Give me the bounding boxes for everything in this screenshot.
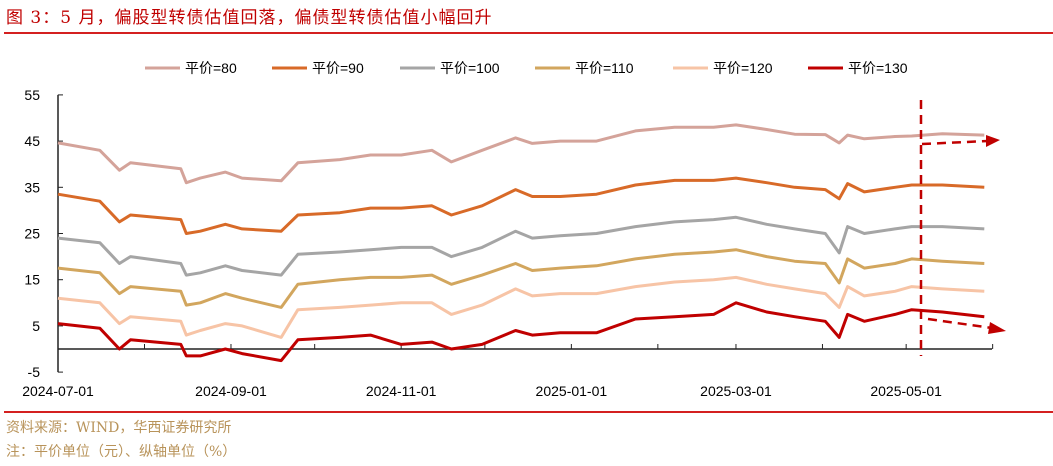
arrowhead-lower-icon [988, 322, 1006, 334]
legend-label-5: 平价=130 [848, 60, 908, 76]
figure-title: 图 3：5 月，偏股型转债估值回落，偏债型转债估值小幅回升 [6, 8, 493, 28]
series-line-3 [57, 248, 985, 309]
series-line-1 [57, 176, 985, 235]
x-tick-label: 2024-11-01 [366, 383, 437, 399]
y-tick-label: 45 [24, 133, 40, 149]
unit-note: 注：平价单位（元）、纵轴单位（%） [6, 444, 237, 460]
source-note: 资料来源：WIND，华西证券研究所 [6, 420, 232, 436]
legend-label-4: 平价=120 [713, 60, 773, 76]
y-tick-label: 15 [24, 272, 40, 288]
x-tick-label: 2025-01-01 [536, 383, 608, 399]
y-tick-label: 55 [24, 87, 40, 103]
arrowhead-upper-icon [986, 135, 1000, 147]
annotation-arrow-lower [927, 317, 993, 330]
series-line-2 [57, 215, 985, 277]
annotation-arrow-upper [921, 139, 989, 146]
x-tick-label: 2025-05-01 [870, 383, 942, 399]
x-tick-label: 2024-07-01 [22, 383, 94, 399]
title-rule [4, 32, 1053, 34]
series-line-5 [57, 301, 985, 363]
series-line-0 [57, 123, 985, 185]
x-tick-label: 2025-03-01 [700, 383, 772, 399]
x-tick-label: 2024-09-01 [195, 383, 267, 399]
legend-label-0: 平价=80 [185, 60, 237, 76]
series-line-4 [57, 275, 985, 339]
legend-label-2: 平价=100 [440, 60, 500, 76]
footer-rule [4, 411, 1053, 413]
legend-label-3: 平价=110 [575, 60, 634, 76]
y-tick-label: 35 [24, 179, 40, 195]
y-tick-label: 25 [24, 226, 40, 242]
y-tick-label: -5 [28, 364, 41, 380]
legend-label-1: 平价=90 [312, 60, 364, 76]
y-tick-label: 5 [32, 318, 40, 334]
